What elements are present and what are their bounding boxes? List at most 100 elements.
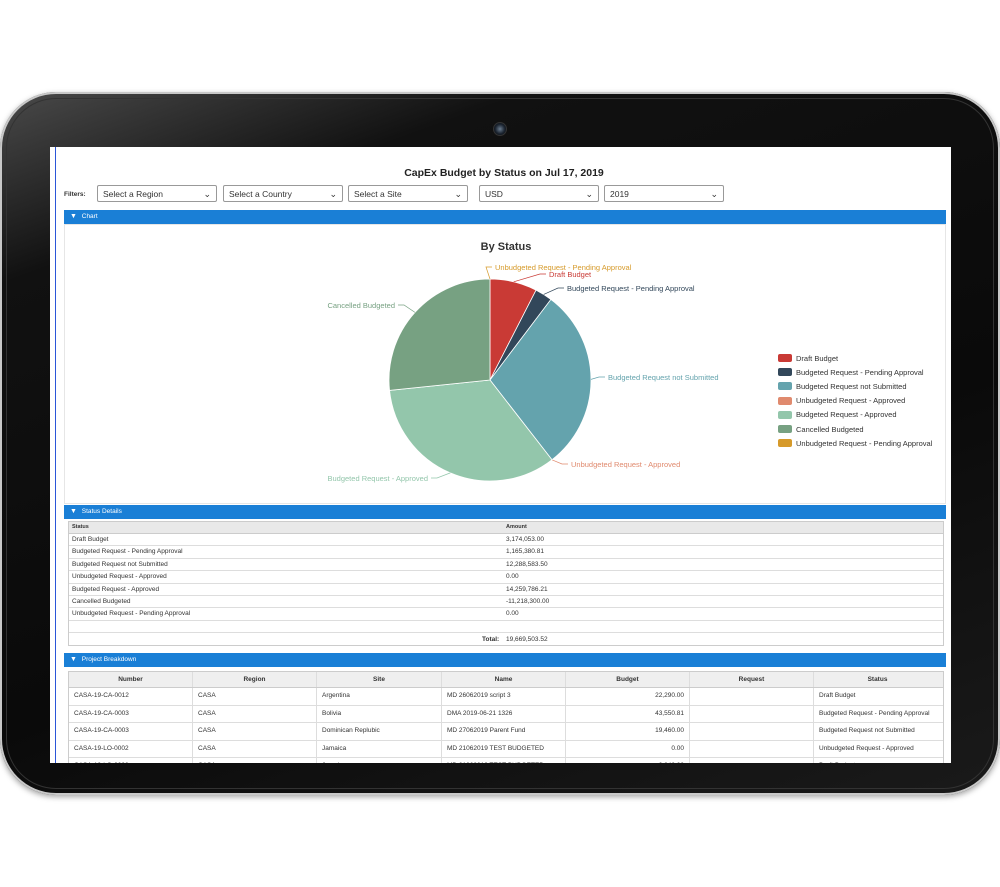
legend-item[interactable]: Budgeted Request not Submitted	[778, 381, 907, 391]
status-cell: Unbudgeted Request - Pending Approval	[72, 610, 191, 618]
request-cell	[690, 723, 814, 740]
camera-icon	[493, 122, 507, 136]
amount-cell: 0.00	[506, 573, 519, 581]
filters-label: Filters:	[64, 190, 86, 198]
table-row: Draft Budget 3,174,053.00	[69, 534, 943, 547]
table-row: Budgeted Request - Approved 14,259,786.21	[69, 584, 943, 596]
status-total-row: Total: 19,669,503.52	[69, 633, 943, 645]
chevron-down-icon: ⌄	[203, 189, 211, 199]
status-cell: Draft Budget	[72, 536, 109, 543]
pie-slice[interactable]	[388, 278, 491, 391]
number-column-header[interactable]: Number	[69, 672, 193, 687]
budget-cell: 3,840.00	[566, 758, 690, 763]
amount-header: Amount	[506, 524, 527, 530]
legend-label: Unbudgeted Request - Approved	[796, 396, 906, 406]
filters-bar: Filters:	[64, 185, 98, 203]
status-cell: Budgeted Request - Pending Approval	[819, 709, 930, 717]
year-select-value: 2019	[610, 189, 629, 199]
chevron-down-icon: ▼	[70, 213, 77, 220]
region-select[interactable]: Select a Region ⌄	[97, 185, 217, 202]
legend-item[interactable]: Budgeted Request - Pending Approval	[778, 367, 924, 377]
pie-slice-label: Draft Budget	[549, 270, 592, 279]
project-breakdown-header[interactable]: ▼ Project Breakdown	[64, 653, 946, 667]
chevron-down-icon: ⌄	[454, 189, 462, 199]
legend-item[interactable]: Cancelled Budgeted	[778, 424, 864, 434]
legend-swatch	[778, 410, 792, 419]
chevron-down-icon: ⌄	[585, 189, 593, 199]
budget-column-header[interactable]: Budget	[566, 672, 690, 687]
pie-slice-label: Budgeted Request not Submitted	[608, 373, 719, 382]
site-cell: Dominican Replubic	[317, 723, 442, 740]
status-details-title: Status Details	[81, 508, 122, 515]
legend-label: Unbudgeted Request - Pending Approval	[796, 438, 933, 448]
request-column-header[interactable]: Request	[690, 672, 814, 687]
legend-label: Budgeted Request - Approved	[796, 410, 897, 420]
pie-chart: Draft Budget Budgeted Request - Pending A…	[327, 263, 719, 483]
request-cell	[690, 758, 814, 763]
chart-section-title: Chart	[81, 213, 98, 220]
country-select[interactable]: Select a Country ⌄	[223, 185, 343, 202]
app-content: CapEx Budget by Status on Jul 17, 2019 F…	[55, 147, 951, 763]
pie-slice-label: Budgeted Request - Approved	[328, 474, 429, 483]
number-cell: CASA-19-CA-0003	[69, 723, 193, 740]
chart-section-header[interactable]: ▼ Chart	[64, 210, 946, 224]
name-column-header[interactable]: Name	[442, 672, 566, 687]
pie-leader-line	[551, 459, 568, 465]
project-breakdown-title: Project Breakdown	[81, 656, 137, 663]
amount-cell: -11,218,300.00	[506, 597, 550, 605]
chevron-down-icon: ⌄	[710, 189, 718, 199]
pie-slice-label: Unbudgeted Request - Pending Approval	[495, 263, 632, 272]
status-cell: Unbudgeted Request - Approved	[72, 573, 167, 581]
amount-cell: 14,259,786.21	[506, 585, 548, 593]
table-row[interactable]: CASA-19-CA-0003 CASA Dominican Replubic MD …	[69, 723, 943, 741]
status-details-header[interactable]: ▼ Status Details	[64, 505, 946, 519]
currency-select[interactable]: USD ⌄	[479, 185, 599, 202]
status-table-header: Status Amount	[69, 522, 943, 534]
pie-leader-line	[398, 304, 416, 313]
table-row[interactable]: CASA-19-CA-0003 CASA Bolivia DMA 2019-06-21…	[69, 705, 943, 723]
site-cell: Bolivia	[317, 705, 442, 722]
number-cell: CASA-19-LO-0002	[69, 740, 193, 757]
region-cell: CASA	[193, 688, 317, 705]
site-column-header[interactable]: Site	[317, 672, 442, 687]
pie-leader-line	[431, 472, 451, 479]
pie-leader-line	[590, 376, 605, 380]
number-cell: CASA-19-CA-0003	[69, 705, 193, 722]
legend-swatch	[778, 368, 792, 377]
status-cell: Budgeted Request - Approved	[72, 585, 160, 593]
name-cell: MD 21062019 TEST BUDGETED	[442, 758, 566, 763]
request-cell	[690, 688, 814, 705]
status-column-header[interactable]: Status	[867, 676, 888, 683]
chevron-down-icon: ▼	[70, 508, 77, 515]
legend-swatch	[778, 396, 792, 405]
pie-slice[interactable]	[389, 379, 553, 482]
table-row: Cancelled Budgeted -11,218,300.00	[69, 596, 943, 609]
total-label: Total:	[482, 636, 500, 644]
currency-select-value: USD	[485, 189, 503, 199]
legend-item[interactable]: Draft Budget	[778, 353, 838, 363]
status-details-table: Status Amount Draft Budget 3,174,053.00 Bu…	[68, 521, 944, 647]
site-cell: Jamaica	[317, 758, 442, 763]
region-column-header[interactable]: Region	[193, 672, 317, 687]
year-select[interactable]: 2019 ⌄	[604, 185, 724, 202]
legend-item[interactable]: Unbudgeted Request - Pending Approval	[778, 438, 932, 448]
site-cell: Argentina	[317, 688, 442, 705]
legend-label: Budgeted Request not Submitted	[796, 381, 907, 391]
site-select[interactable]: Select a Site ⌄	[348, 185, 468, 202]
pie-leader-line	[513, 273, 546, 283]
pie-leader-line	[543, 287, 564, 295]
table-row[interactable]: CASA-19-CA-0012 CASA Argentina MD 26062019 …	[69, 688, 943, 706]
region-cell: CASA	[193, 705, 317, 722]
table-row: Budgeted Request - Pending Approval 1,165…	[69, 546, 943, 559]
country-select-value: Select a Country	[229, 189, 292, 199]
legend-item[interactable]: Unbudgeted Request - Approved	[778, 396, 905, 406]
table-row: Unbudgeted Request - Pending Approval 0.0…	[69, 608, 943, 621]
name-cell: DMA 2019-06-21 1326	[442, 705, 566, 722]
legend-item[interactable]: Budgeted Request - Approved	[778, 410, 897, 420]
pie-slice[interactable]	[489, 298, 592, 461]
budget-cell: 19,460.00	[566, 723, 690, 740]
chart-title: By Status	[480, 241, 532, 253]
name-cell: MD 21062019 TEST BUDGETED	[442, 740, 566, 757]
